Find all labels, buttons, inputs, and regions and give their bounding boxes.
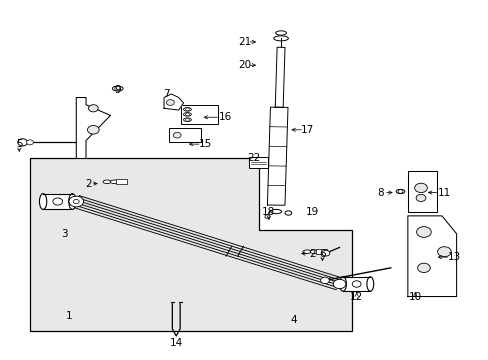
Ellipse shape (183, 113, 191, 116)
Ellipse shape (103, 180, 111, 184)
Circle shape (73, 199, 79, 204)
Circle shape (415, 194, 425, 202)
Circle shape (115, 86, 121, 91)
Circle shape (416, 226, 430, 237)
Text: 20: 20 (238, 60, 250, 70)
Circle shape (26, 140, 33, 145)
Bar (342, 277, 369, 291)
Circle shape (53, 198, 62, 205)
Polygon shape (163, 94, 183, 110)
Circle shape (173, 132, 181, 138)
Text: 19: 19 (305, 207, 319, 217)
Circle shape (264, 215, 269, 219)
Circle shape (417, 263, 429, 273)
Polygon shape (407, 171, 436, 212)
Circle shape (185, 108, 189, 111)
Circle shape (18, 139, 27, 146)
Text: 2: 2 (85, 179, 92, 189)
Circle shape (87, 126, 99, 134)
Text: 17: 17 (301, 125, 314, 135)
Circle shape (320, 277, 329, 284)
Text: 10: 10 (408, 292, 421, 302)
Text: 6: 6 (319, 248, 325, 258)
Polygon shape (267, 107, 287, 205)
Polygon shape (76, 98, 110, 158)
Circle shape (69, 196, 83, 207)
Bar (316, 249, 326, 254)
Circle shape (351, 281, 360, 287)
Circle shape (185, 113, 189, 116)
Text: 11: 11 (437, 188, 450, 198)
Circle shape (414, 183, 427, 193)
Ellipse shape (275, 31, 286, 35)
Text: 12: 12 (349, 292, 363, 302)
Ellipse shape (310, 250, 318, 253)
Text: 4: 4 (289, 315, 296, 325)
Polygon shape (275, 47, 285, 107)
Text: 15: 15 (199, 139, 212, 149)
Text: 18: 18 (262, 207, 275, 217)
Ellipse shape (273, 36, 288, 41)
Ellipse shape (183, 118, 191, 122)
Ellipse shape (285, 211, 291, 215)
Text: 2: 2 (309, 248, 315, 258)
Text: 21: 21 (237, 37, 251, 47)
Text: 7: 7 (163, 89, 169, 99)
Circle shape (397, 190, 402, 193)
Circle shape (322, 250, 329, 256)
Text: 9: 9 (114, 85, 121, 95)
Ellipse shape (339, 277, 346, 291)
Text: 5: 5 (16, 139, 22, 149)
Text: 16: 16 (218, 112, 231, 122)
Circle shape (166, 100, 174, 105)
Polygon shape (407, 216, 456, 297)
Circle shape (437, 247, 450, 257)
Ellipse shape (303, 250, 310, 253)
Circle shape (332, 279, 345, 289)
Ellipse shape (112, 86, 123, 91)
Circle shape (88, 105, 98, 112)
Text: 1: 1 (65, 311, 72, 321)
Bar (181, 105, 217, 125)
Text: 13: 13 (447, 252, 460, 262)
Bar (116, 179, 127, 184)
Bar (249, 157, 267, 168)
Text: 14: 14 (169, 338, 183, 348)
Ellipse shape (40, 194, 47, 210)
Bar (168, 128, 200, 142)
Ellipse shape (183, 108, 191, 111)
Ellipse shape (395, 189, 404, 194)
Text: 3: 3 (61, 229, 67, 239)
Text: 22: 22 (247, 153, 260, 163)
Ellipse shape (270, 210, 281, 214)
Ellipse shape (110, 180, 118, 184)
Circle shape (185, 118, 189, 121)
Bar (43, 194, 72, 210)
Polygon shape (30, 158, 351, 330)
Ellipse shape (69, 194, 76, 210)
Ellipse shape (366, 277, 373, 291)
Text: 8: 8 (377, 188, 384, 198)
